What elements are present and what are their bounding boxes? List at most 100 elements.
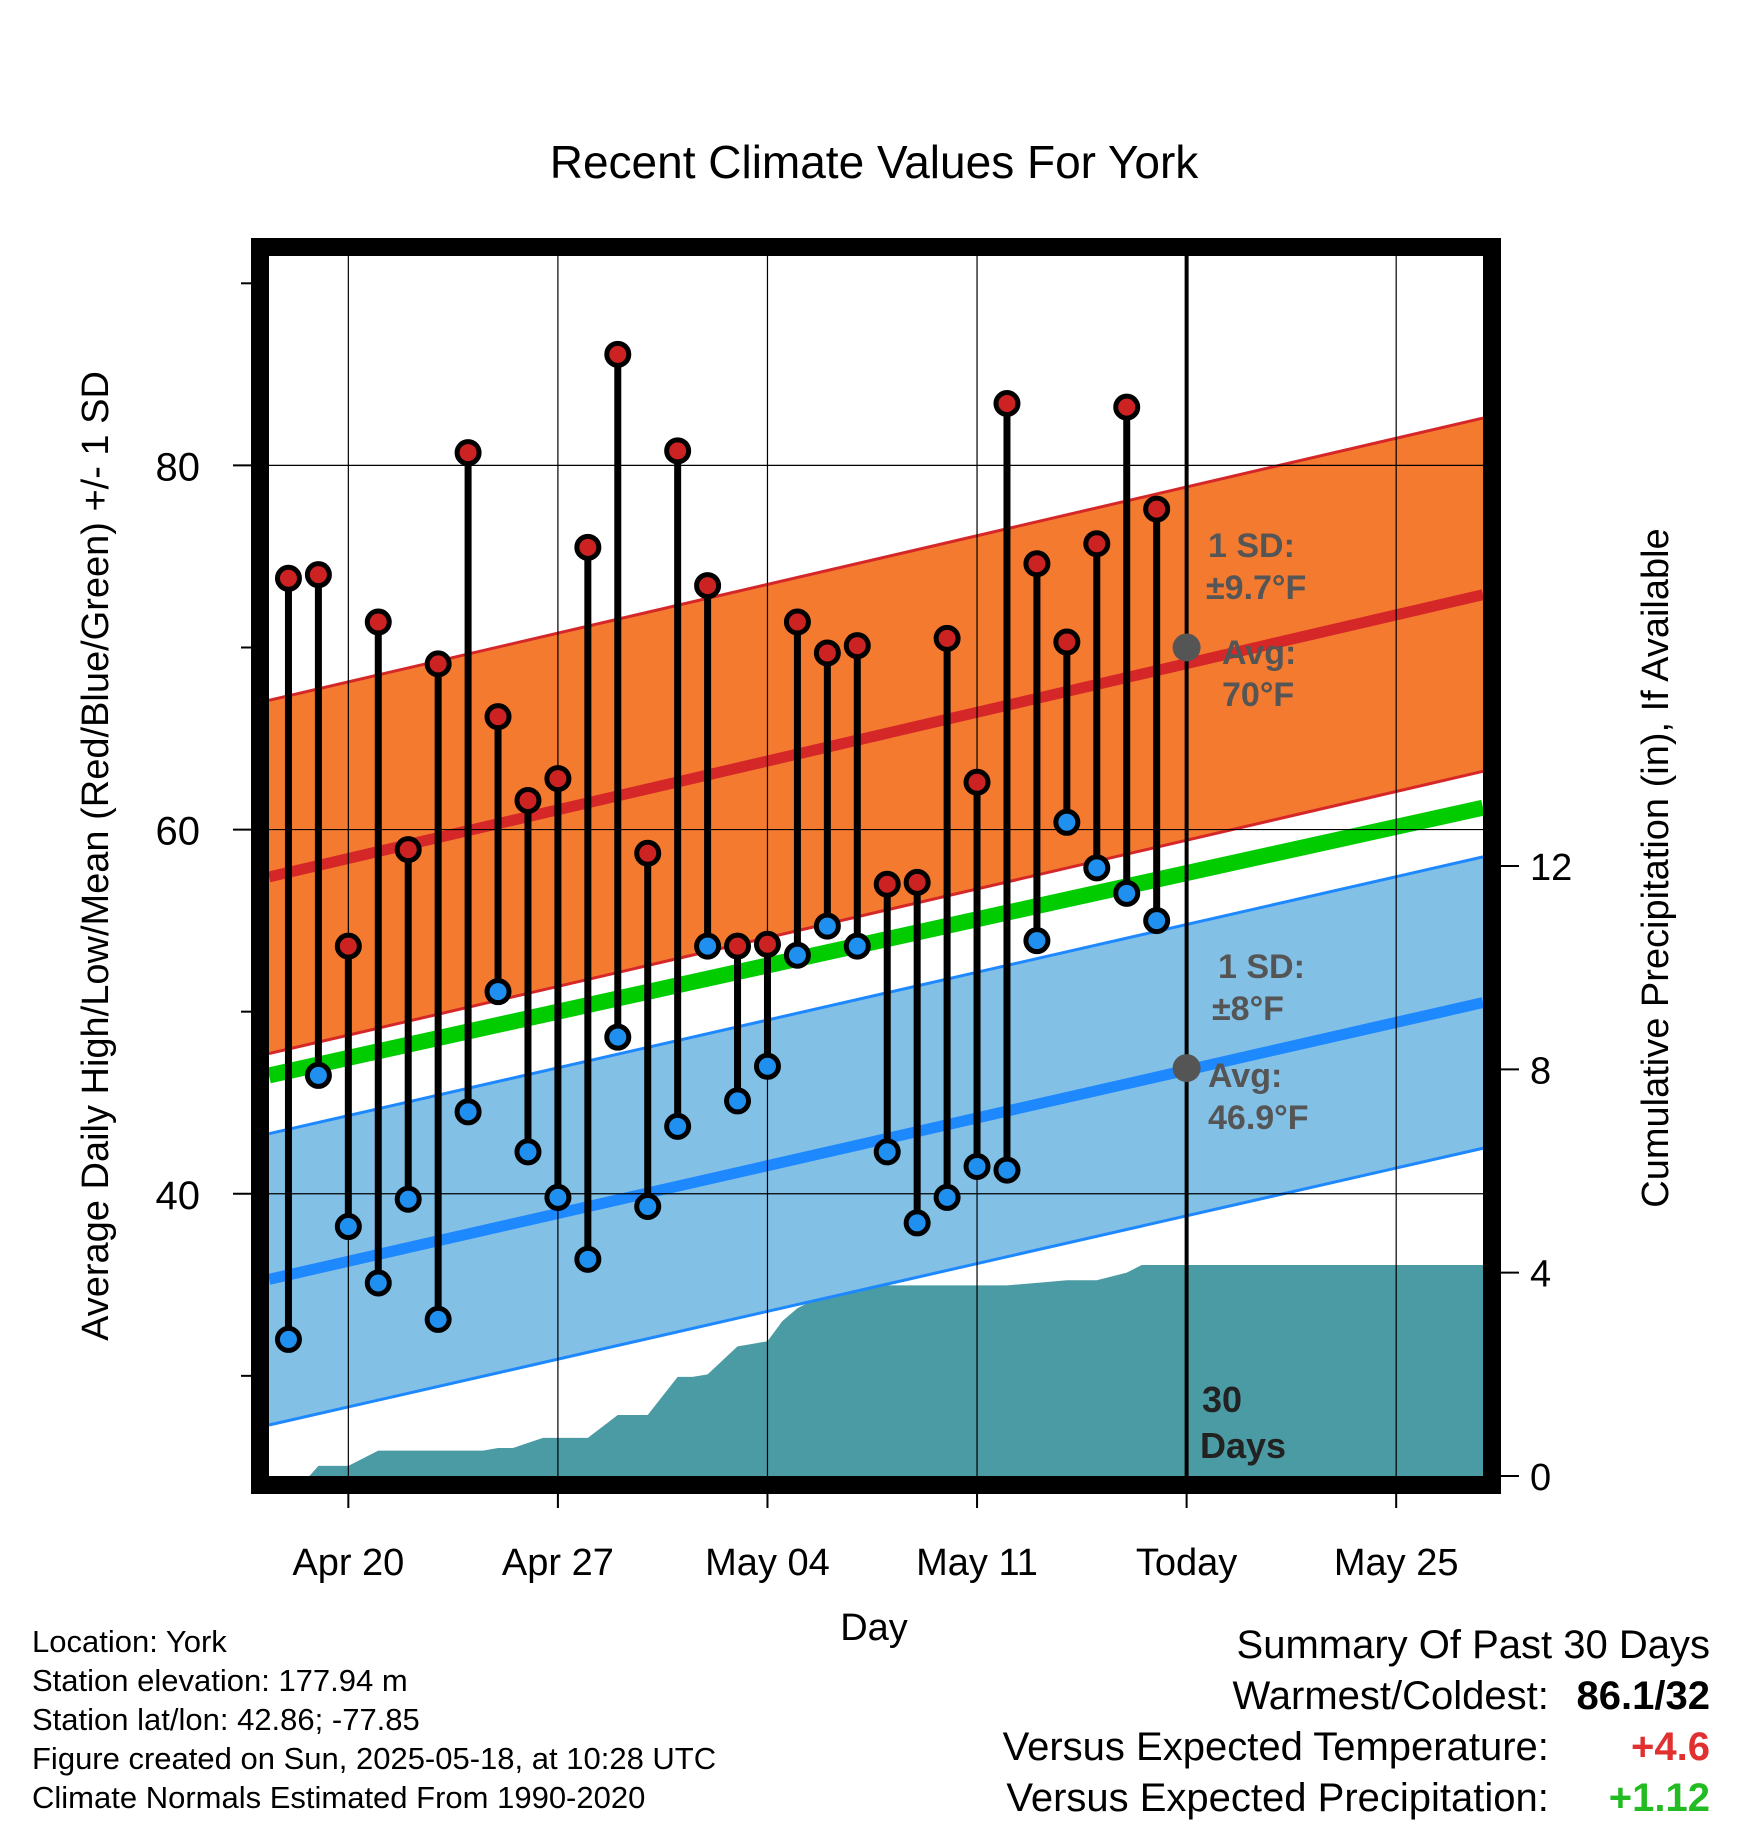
daily-high-point (634, 839, 662, 867)
elevation-text: Station elevation: 177.94 m (32, 1663, 408, 1698)
summary-warmest-row: Warmest/Coldest: 86.1/32 (1003, 1671, 1711, 1722)
daily-high-point (933, 624, 961, 652)
daily-high-point (454, 439, 482, 467)
daily-low-point (813, 912, 841, 940)
daily-high-point (1113, 393, 1141, 421)
daily-low-point (484, 978, 512, 1006)
x-tick-label: Today (1136, 1542, 1237, 1584)
temp-label: Versus Expected Temperature: (1002, 1725, 1549, 1769)
daily-low-point (1053, 808, 1081, 836)
daily-high-point (604, 340, 632, 368)
precip-label: Versus Expected Precipitation: (1006, 1776, 1549, 1820)
daily-low-point (424, 1305, 452, 1333)
period-annotation: 30 Days (1200, 1379, 1286, 1466)
y2-tick-label: 8 (1530, 1050, 1551, 1092)
y-tick-label: 60 (156, 810, 201, 854)
daily-high-point (843, 632, 871, 660)
daily-low-point (753, 1052, 781, 1080)
warmest-value: 86.1/32 (1576, 1674, 1710, 1718)
low-avg-value: 46.9°F (1208, 1099, 1309, 1137)
period-line1: 30 (1202, 1379, 1242, 1420)
daily-low-point (634, 1193, 662, 1221)
daily-low-point (514, 1138, 542, 1166)
daily-low-point (1023, 927, 1051, 955)
daily-low-point (903, 1209, 931, 1237)
daily-high-point (574, 533, 602, 561)
high-sd-label: 1 SD: (1208, 527, 1295, 565)
daily-high-point (424, 650, 452, 678)
daily-high-point (993, 389, 1021, 417)
daily-low-point (933, 1183, 961, 1211)
daily-low-point (1113, 879, 1141, 907)
daily-low-point (1143, 907, 1171, 935)
daily-high-point (394, 836, 422, 864)
x-axis-label: Day (840, 1607, 908, 1649)
normals-text: Climate Normals Estimated From 1990-2020 (32, 1780, 646, 1815)
daily-low-point (604, 1023, 632, 1051)
precip-value: +1.12 (1608, 1776, 1710, 1820)
daily-low-point (1083, 854, 1111, 882)
plot-frame (251, 238, 1501, 1494)
low-sd-value: ±8°F (1212, 990, 1284, 1028)
period-line2: Days (1200, 1425, 1286, 1466)
summary-panel: Summary Of Past 30 Days Warmest/Coldest:… (1003, 1620, 1710, 1824)
daily-low-point (694, 932, 722, 960)
y-tick-label: 80 (156, 445, 201, 489)
daily-high-point (544, 765, 572, 793)
today-high-avg-point (1172, 633, 1201, 662)
precip-area (269, 1265, 1483, 1476)
low-sd-label: 1 SD: (1218, 948, 1305, 986)
daily-high-point (364, 608, 392, 636)
daily-low-point (873, 1138, 901, 1166)
chart-title: Recent Climate Values For York (550, 136, 1200, 188)
low-sd-band-lower-edge (268, 1146, 1484, 1427)
daily-high-point (694, 572, 722, 600)
daily-low-point (274, 1325, 302, 1353)
daily-high-point (753, 930, 781, 958)
high-avg-label: Avg: (1222, 634, 1296, 672)
daily-high-point (664, 437, 692, 465)
x-tick-label: May 25 (1334, 1542, 1459, 1584)
latlon-text: Station lat/lon: 42.86; -77.85 (32, 1702, 420, 1737)
daily-high-point (514, 786, 542, 814)
station-info: Location: York Station elevation: 177.94… (32, 1622, 716, 1817)
x-tick-label: May 04 (705, 1542, 830, 1584)
summary-precip-row: Versus Expected Precipitation: +1.12 (1003, 1773, 1710, 1824)
daily-high-point (304, 561, 332, 589)
y2-tick-label: 12 (1530, 847, 1572, 889)
y-tick-label: 40 (156, 1174, 201, 1218)
daily-low-point (334, 1213, 362, 1241)
daily-low-point (993, 1156, 1021, 1184)
normal-low-line (267, 997, 1485, 1285)
x-tick-label: May 11 (916, 1542, 1038, 1584)
daily-low-point (544, 1183, 572, 1211)
x-tick-label: Apr 27 (502, 1542, 614, 1584)
warmest-label: Warmest/Coldest: (1232, 1674, 1549, 1718)
y-axis-label: Average Daily High/Low/Mean (Red/Blue/Gr… (75, 371, 117, 1341)
temp-value: +4.6 (1631, 1725, 1710, 1769)
created-text: Figure created on Sun, 2025-05-18, at 10… (32, 1741, 717, 1776)
axes: 40 60 80 0 4 8 12 Apr 20 Apr 27 May 04 May 11 Today… (156, 282, 1572, 1584)
daily-low-point (783, 941, 811, 969)
daily-low-point (664, 1112, 692, 1140)
daily-high-point (903, 868, 931, 896)
high-annotation: 1 SD: ±9.7°F Avg: 70°F (1206, 527, 1306, 714)
daily-high-point (1143, 495, 1171, 523)
daily-low-point (454, 1098, 482, 1126)
daily-high-point (813, 639, 841, 667)
low-annotation: 1 SD: ±8°F Avg: 46.9°F (1208, 948, 1309, 1137)
low-avg-label: Avg: (1208, 1057, 1282, 1095)
daily-high-point (484, 703, 512, 731)
daily-low-point (574, 1245, 602, 1273)
summary-temp-row: Versus Expected Temperature: +4.6 (1003, 1722, 1710, 1773)
y2-tick-label: 0 (1530, 1457, 1551, 1499)
daily-low-point (394, 1185, 422, 1213)
daily-low-point (724, 1087, 752, 1115)
daily-low-point (963, 1152, 991, 1180)
summary-heading: Summary Of Past 30 Days (1236, 1623, 1710, 1667)
daily-high-point (963, 768, 991, 796)
daily-high-point (1083, 530, 1111, 558)
y2-axis-label: Cumulative Precipitation (in), If Availa… (1635, 528, 1677, 1207)
chart-marks (274, 340, 1201, 1353)
daily-high-point (1023, 550, 1051, 578)
